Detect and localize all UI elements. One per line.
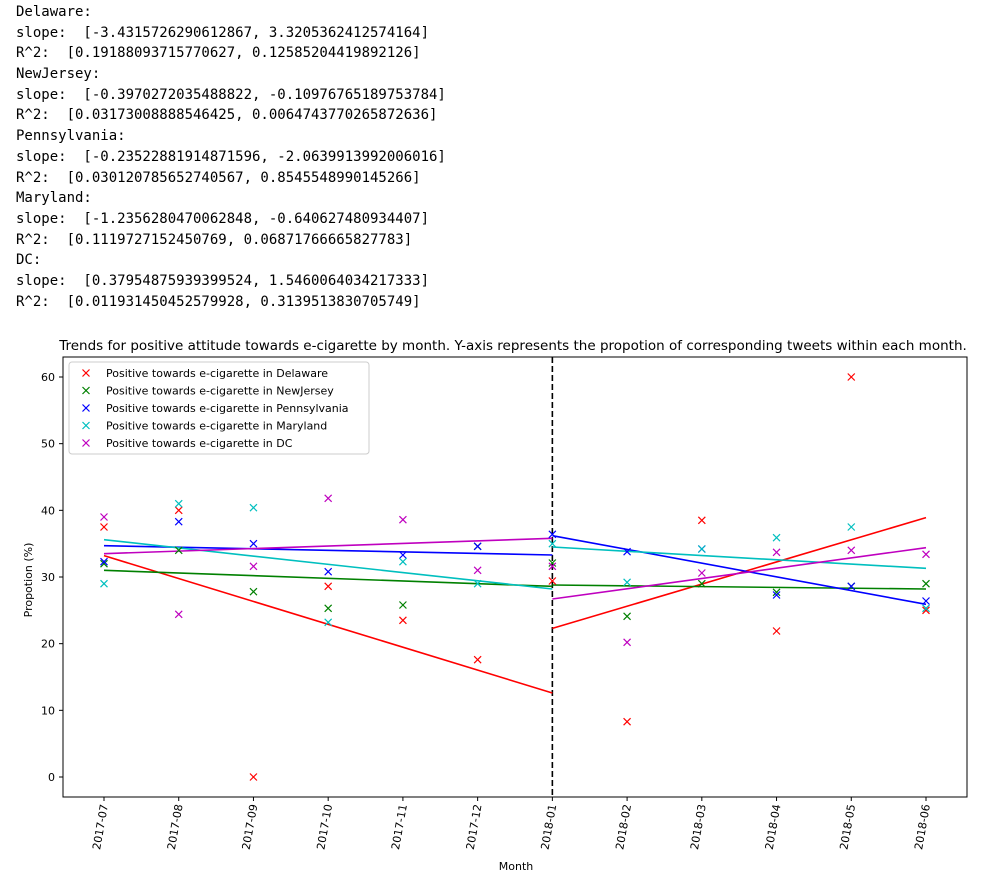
legend-label: Positive towards e-cigarette in NewJerse… — [106, 385, 334, 398]
data-point — [325, 568, 332, 575]
data-point — [848, 524, 855, 531]
x-tick-label: 2017-10 — [314, 803, 335, 851]
data-point — [250, 588, 257, 595]
x-tick-label: 2018-05 — [837, 803, 858, 851]
data-point — [624, 639, 631, 646]
data-point — [773, 628, 780, 635]
trend-line — [552, 536, 926, 605]
y-tick-label: 50 — [41, 438, 55, 451]
data-point — [923, 551, 930, 558]
y-tick-label: 0 — [48, 771, 55, 784]
trend-line — [552, 585, 926, 589]
data-point — [250, 774, 257, 781]
trend-line — [104, 570, 552, 586]
data-point — [399, 558, 406, 565]
data-point — [773, 534, 780, 541]
data-point — [923, 580, 930, 587]
x-tick-label: 2018-03 — [688, 803, 709, 851]
x-tick-label: 2017-11 — [389, 803, 410, 851]
y-tick-label: 10 — [41, 704, 55, 717]
data-point — [624, 579, 631, 586]
x-tick-label: 2017-09 — [240, 803, 261, 851]
x-tick-label: 2018-01 — [539, 803, 560, 851]
y-tick-label: 20 — [41, 638, 55, 651]
data-point — [175, 500, 182, 507]
data-point — [101, 580, 108, 587]
data-point — [101, 524, 108, 531]
data-point — [325, 495, 332, 502]
data-point — [698, 570, 705, 577]
x-tick-label: 2017-12 — [464, 803, 485, 851]
legend-label: Positive towards e-cigarette in Maryland — [106, 420, 327, 433]
data-point — [399, 617, 406, 624]
data-point — [101, 514, 108, 521]
data-point — [624, 718, 631, 725]
data-point — [773, 549, 780, 556]
trend-line — [104, 556, 552, 693]
data-point — [399, 516, 406, 523]
y-tick-label: 60 — [41, 371, 55, 384]
x-tick-label: 2017-07 — [90, 803, 111, 851]
y-axis-label: Propotion (%) — [22, 543, 35, 618]
trend-line — [552, 548, 926, 599]
y-tick-label: 30 — [41, 571, 55, 584]
chart-title: Trends for positive attitude towards e-c… — [58, 338, 967, 354]
legend-label: Positive towards e-cigarette in DC — [106, 437, 293, 450]
trend-line — [104, 538, 552, 553]
data-point — [175, 611, 182, 618]
data-point — [325, 605, 332, 612]
data-point — [250, 540, 257, 547]
data-point — [848, 547, 855, 554]
data-point — [175, 518, 182, 525]
trend-line — [552, 547, 926, 568]
data-point — [399, 602, 406, 609]
x-tick-label: 2017-08 — [165, 803, 186, 851]
legend-label: Positive towards e-cigarette in Pennsylv… — [106, 402, 349, 415]
x-tick-label: 2018-06 — [912, 803, 933, 851]
legend-label: Positive towards e-cigarette in Delaware — [106, 367, 328, 380]
data-point — [474, 567, 481, 574]
data-point — [474, 543, 481, 550]
data-point — [250, 504, 257, 511]
data-point — [474, 656, 481, 663]
x-tick-label: 2018-02 — [613, 803, 634, 851]
data-point — [923, 598, 930, 605]
x-axis-label: Month — [499, 860, 534, 873]
data-point — [848, 374, 855, 381]
x-tick-label: 2018-04 — [763, 803, 784, 851]
y-tick-label: 40 — [41, 504, 55, 517]
data-point — [325, 583, 332, 590]
data-point — [624, 613, 631, 620]
trend-line — [104, 540, 552, 589]
data-point — [175, 507, 182, 514]
data-point — [698, 517, 705, 524]
data-point — [698, 546, 705, 553]
data-point — [250, 563, 257, 570]
